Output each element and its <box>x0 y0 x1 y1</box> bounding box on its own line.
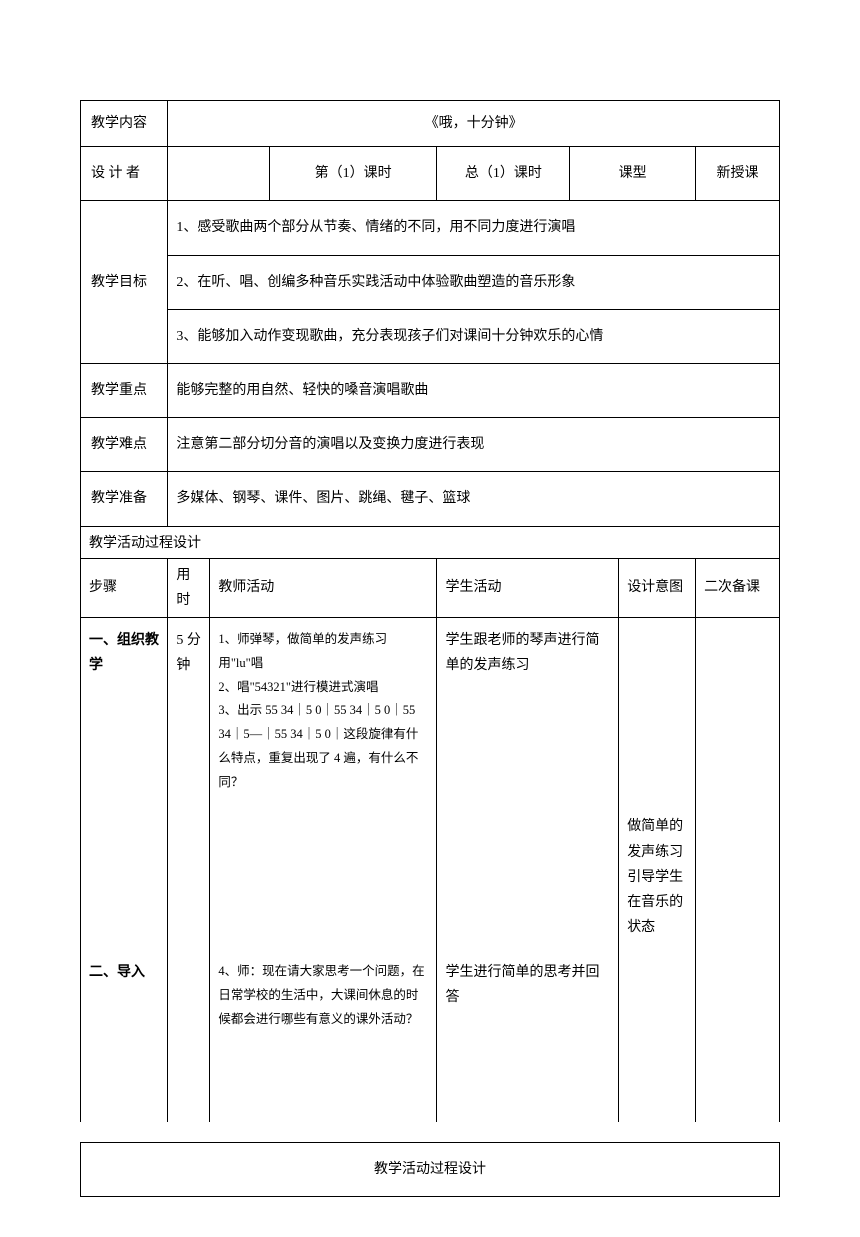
objective-row-2: 2、在听、唱、创编多种音乐实践活动中体验歌曲塑造的音乐形象 <box>81 255 780 309</box>
intent-text: 做简单的发声练习引导学生在音乐的状态 <box>619 804 696 950</box>
col-step: 步骤 <box>81 558 168 617</box>
objective-1: 1、感受歌曲两个部分从节奏、情绪的不同，用不同力度进行演唱 <box>168 201 780 255</box>
step-2-teacher: 4、师：现在请大家思考一个问题，在日常学校的生活中，大课间休息的时候都会进行哪些… <box>210 950 437 1121</box>
step-1-student: 学生跟老师的琴声进行简单的发声练习 <box>437 618 619 805</box>
col-teacher: 教师活动 <box>210 558 437 617</box>
objective-2: 2、在听、唱、创编多种音乐实践活动中体验歌曲塑造的音乐形象 <box>168 255 780 309</box>
designer-row: 设 计 者 第（1）课时 总（1）课时 课型 新授课 <box>81 147 780 201</box>
col-student: 学生活动 <box>437 558 619 617</box>
preparation-value: 多媒体、钢琴、课件、图片、跳绳、毽子、篮球 <box>168 472 780 526</box>
footer-table: 教学活动过程设计 <box>80 1142 780 1197</box>
difficulty-row: 教学难点 注意第二部分切分音的演唱以及变换力度进行表现 <box>81 418 780 472</box>
col-intent: 设计意图 <box>619 558 696 617</box>
keypoint-row: 教学重点 能够完整的用自然、轻快的嗓音演唱歌曲 <box>81 363 780 417</box>
gap-spacer <box>80 1122 780 1142</box>
content-label: 教学内容 <box>81 101 168 147</box>
objective-3: 3、能够加入动作变现歌曲，充分表现孩子们对课间十分钟欢乐的心情 <box>168 309 780 363</box>
process-row-1: 一、组织教学 5 分钟 1、师弹琴，做简单的发声练习用"lu"唱2、唱"5432… <box>81 618 780 805</box>
period-total: 总（1）课时 <box>437 147 570 201</box>
process-title-row: 教学活动过程设计 <box>81 526 780 558</box>
content-value: 《哦，十分钟》 <box>168 101 780 147</box>
designer-label: 设 计 者 <box>81 147 168 201</box>
difficulty-value: 注意第二部分切分音的演唱以及变换力度进行表现 <box>168 418 780 472</box>
lesson-plan-table: 教学内容 《哦，十分钟》 设 计 者 第（1）课时 总（1）课时 课型 新授课 … <box>80 100 780 1122</box>
footer-row: 教学活动过程设计 <box>81 1142 780 1196</box>
preparation-label: 教学准备 <box>81 472 168 526</box>
step-1-intent <box>619 618 696 805</box>
keypoint-value: 能够完整的用自然、轻快的嗓音演唱歌曲 <box>168 363 780 417</box>
period-current: 第（1）课时 <box>269 147 437 201</box>
class-type-value: 新授课 <box>696 147 780 201</box>
step-1-teacher: 1、师弹琴，做简单的发声练习用"lu"唱2、唱"54321"进行模进式演唱3、出… <box>210 618 437 805</box>
step-1-time: 5 分钟 <box>168 618 210 1122</box>
difficulty-label: 教学难点 <box>81 418 168 472</box>
keypoint-label: 教学重点 <box>81 363 168 417</box>
step-1-label: 一、组织教学 <box>81 618 168 805</box>
step-2-label: 二、导入 <box>81 950 168 1121</box>
process-columns-row: 步骤 用时 教师活动 学生活动 设计意图 二次备课 <box>81 558 780 617</box>
process-title: 教学活动过程设计 <box>81 526 780 558</box>
content-row: 教学内容 《哦，十分钟》 <box>81 101 780 147</box>
step-1-secondary <box>696 618 780 1122</box>
objective-row-3: 3、能够加入动作变现歌曲，充分表现孩子们对课间十分钟欢乐的心情 <box>81 309 780 363</box>
objective-row-1: 教学目标 1、感受歌曲两个部分从节奏、情绪的不同，用不同力度进行演唱 <box>81 201 780 255</box>
preparation-row: 教学准备 多媒体、钢琴、课件、图片、跳绳、毽子、篮球 <box>81 472 780 526</box>
designer-value <box>168 147 269 201</box>
class-type-label: 课型 <box>570 147 696 201</box>
col-secondary: 二次备课 <box>696 558 780 617</box>
objectives-label: 教学目标 <box>81 201 168 364</box>
step-2-student: 学生进行简单的思考并回答 <box>437 950 619 1121</box>
footer-title: 教学活动过程设计 <box>122 1142 737 1196</box>
col-time: 用时 <box>168 558 210 617</box>
